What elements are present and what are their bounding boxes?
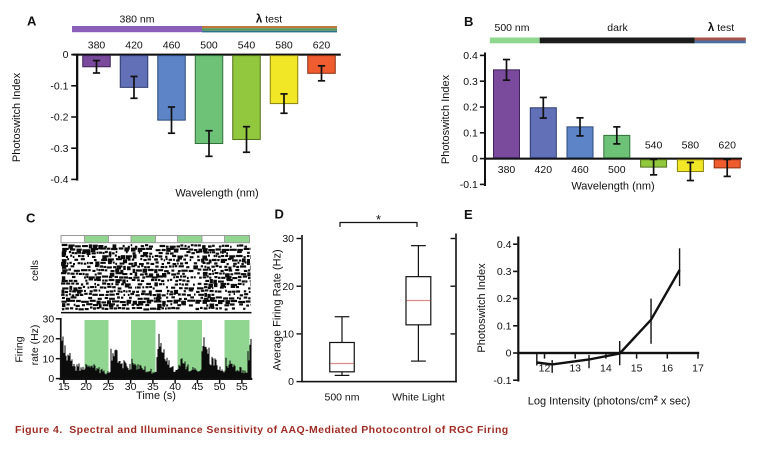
svg-text:*: * [376,212,381,227]
svg-text:0: 0 [288,376,294,388]
svg-text:0.4: 0.4 [463,50,478,62]
svg-text:20: 20 [282,281,294,293]
svg-text:13: 13 [569,363,581,375]
svg-text:620: 620 [718,140,736,152]
svg-text:0.1: 0.1 [497,320,512,332]
svg-text:0: 0 [472,153,478,165]
svg-text:15: 15 [58,381,70,393]
svg-text:16: 16 [661,363,673,375]
svg-text:Log Intensity (photons/cm2 x s: Log Intensity (photons/cm2 x sec) [528,394,691,408]
svg-text:540: 540 [238,40,256,52]
svg-text:Photoswitch Index: Photoswitch Index [11,72,23,162]
svg-text:420: 420 [535,164,553,176]
svg-text:0: 0 [63,49,69,61]
svg-text:540: 540 [645,140,663,152]
svg-text:500: 500 [200,40,218,52]
svg-text:580: 580 [682,140,700,152]
svg-text:40: 40 [169,381,181,393]
svg-text:50: 50 [214,381,226,393]
svg-text:-0.3: -0.3 [50,143,68,155]
svg-text:30: 30 [43,313,55,325]
svg-text:0: 0 [506,348,512,360]
svg-text:Average Firing Rate (Hz): Average Firing Rate (Hz) [272,249,284,370]
svg-text:-0.1: -0.1 [460,179,478,191]
svg-text:500 nm: 500 nm [324,392,359,404]
svg-text:Wavelength (nm): Wavelength (nm) [571,181,654,193]
svg-text:380: 380 [88,40,106,52]
svg-text:30: 30 [282,233,294,245]
svg-text:0.2: 0.2 [497,293,512,305]
svg-text:20: 20 [80,381,92,393]
svg-text:580: 580 [275,40,293,52]
svg-text:620: 620 [313,40,331,52]
svg-text:0.2: 0.2 [463,102,478,114]
svg-text:λ test: λ test [708,22,734,34]
svg-text:Figure 4. Spectral and Illumi: Figure 4. Spectral and Illuminance Sensi… [15,424,509,436]
svg-text:25: 25 [103,381,115,393]
svg-text:-0.1: -0.1 [50,80,68,92]
svg-text:420: 420 [125,40,143,52]
svg-text:380 nm: 380 nm [119,14,154,26]
svg-text:Photoswitch Index: Photoswitch Index [476,263,488,353]
svg-text:35: 35 [147,381,159,393]
svg-text:E: E [464,207,473,222]
svg-text:dark: dark [607,22,628,34]
svg-text:30: 30 [125,381,137,393]
svg-text:460: 460 [571,164,589,176]
svg-text:500 nm: 500 nm [494,22,529,34]
svg-text:0: 0 [48,373,54,385]
svg-text:A: A [27,14,37,29]
svg-text:-0.1: -0.1 [493,375,511,387]
svg-text:Time (s): Time (s) [136,390,176,402]
svg-text:D: D [275,207,284,222]
svg-text:0.3: 0.3 [497,266,512,278]
svg-text:380: 380 [498,164,516,176]
svg-text:White Light: White Light [392,392,445,404]
svg-text:14: 14 [600,363,612,375]
svg-text:0.1: 0.1 [463,127,478,139]
svg-text:0.3: 0.3 [463,76,478,88]
svg-text:12: 12 [539,363,551,375]
svg-text:Firing: Firing [14,336,26,362]
svg-text:cells: cells [29,260,41,281]
svg-text:45: 45 [192,381,204,393]
svg-text:10: 10 [282,329,294,341]
svg-text:-0.4: -0.4 [50,174,68,186]
svg-text:55: 55 [236,381,248,393]
svg-text:Wavelength (nm): Wavelength (nm) [175,188,258,200]
svg-text:15: 15 [631,363,643,375]
svg-text:10: 10 [43,353,55,365]
svg-text:20: 20 [43,333,55,345]
svg-text:500: 500 [608,164,626,176]
svg-text:-0.2: -0.2 [50,112,68,124]
svg-text:Photoswitch Index: Photoswitch Index [440,74,452,164]
svg-text:λ test: λ test [256,14,282,26]
svg-text:C: C [26,211,36,226]
svg-text:17: 17 [692,363,704,375]
svg-text:0.4: 0.4 [497,239,512,251]
svg-text:460: 460 [163,40,181,52]
svg-text:B: B [464,14,473,29]
svg-text:rate (Hz): rate (Hz) [29,325,41,366]
